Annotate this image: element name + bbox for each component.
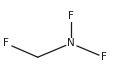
Text: N: N (67, 38, 75, 48)
Text: F: F (68, 11, 74, 21)
Text: F: F (3, 38, 9, 48)
Text: F: F (101, 52, 107, 62)
